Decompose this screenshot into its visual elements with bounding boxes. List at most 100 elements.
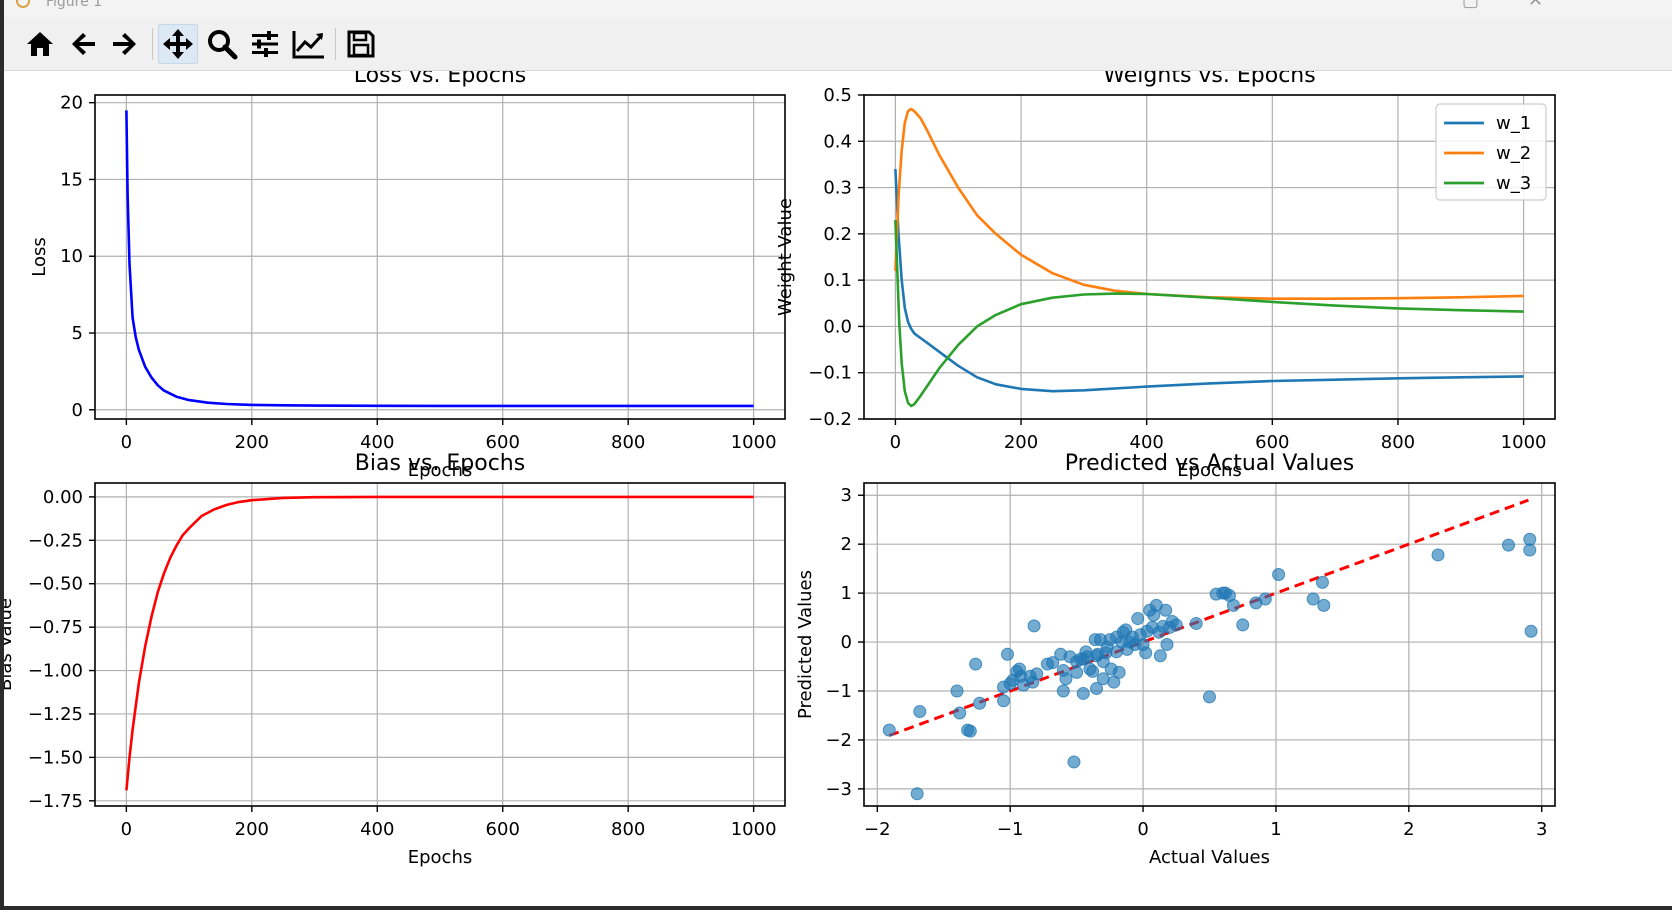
scatter-point [953,706,967,720]
x-tick-label: 1 [1270,819,1281,840]
arrow-left-icon [72,33,95,55]
x-axis-label: Epochs [408,460,473,481]
pan-button[interactable] [158,24,198,64]
toolbar-separator [152,28,153,60]
y-tick-label: −2 [825,730,852,751]
save-button[interactable] [341,24,381,64]
forward-button[interactable] [105,24,145,64]
subplot-1: 0 200 400 600 800 1000 0 5 10 15 20 Loss vs. Epochs… [29,63,786,481]
scatter-point [997,694,1011,708]
series-line-w_2 [894,107,1524,300]
scatter-point [1160,638,1174,651]
x-tick-label: 1000 [1501,432,1547,453]
window-left-edge [0,0,4,910]
magnifier-icon [208,30,238,60]
x-axis-label: Epochs [408,847,473,868]
y-tick-label: −1.50 [28,747,83,768]
subplot-4: −2 −1 0 1 2 3 −3 −2 −1 0 1 2 3 Predicted vs Actual Va… [795,451,1556,868]
subplot-title: Weights vs. Epochs [1103,71,1315,88]
scatter-point [963,724,977,738]
y-tick-label: 1 [841,583,852,604]
scatter-point [1067,755,1081,769]
scatter-point [1076,686,1090,700]
y-axis-label: Predicted Values [795,570,816,719]
subplots-button[interactable] [245,24,285,64]
x-tick-label: −1 [997,819,1024,840]
scatter-point [1131,612,1145,626]
series-line-w_3 [894,219,1524,408]
y-tick-label: 0 [72,400,83,421]
scatter-point [1059,672,1073,686]
y-tick-label: 0.00 [43,487,83,508]
scatter-point [1306,592,1320,606]
scatter-point [1139,646,1153,660]
scatter-point [1112,665,1126,679]
y-tick-label: 0.1 [823,270,852,291]
subplot-title: Loss vs. Epochs [354,71,527,88]
sliders-icon [252,31,278,57]
scatter-point [1090,682,1104,696]
scatter-point [1030,667,1044,681]
floppy-icon [347,30,375,58]
x-tick-label: 0 [890,432,901,453]
y-tick-label: −3 [825,779,852,800]
x-tick-label: 200 [235,819,269,840]
legend: w_1 w_2 w_3 [1435,103,1547,201]
y-tick-label: −1 [825,681,852,702]
scatter-point [1189,616,1203,630]
scatter-point [1153,649,1167,663]
home-button[interactable] [20,24,60,64]
scatter-point [1315,575,1329,589]
axes-button[interactable] [289,24,329,64]
scatter-point [1317,598,1331,612]
y-axis-label: Loss [29,237,50,276]
app-icon [16,0,30,8]
scatter-point [1203,690,1216,704]
back-button[interactable] [63,24,103,64]
y-tick-label: −0.50 [28,574,83,595]
maximize-button[interactable]: ▢ [1462,0,1480,11]
y-tick-label: −0.75 [28,617,83,638]
x-tick-label: 800 [611,819,645,840]
window-title: Figure 1 [46,0,103,10]
scatter-point [1159,603,1173,617]
subplot-3: 0 200 400 600 800 1000 0.00 −0.25 −0.50 −0.75 −1.0… [0,451,786,868]
scatter-point [1027,619,1041,633]
scatter-point [1258,592,1272,606]
axes-frame [863,482,1556,807]
y-tick-label: −0.25 [28,530,83,551]
y-tick-label: 2 [841,534,852,555]
axes-frame [863,94,1556,420]
toolbar [0,18,1672,71]
y-tick-label: −1.25 [28,704,83,725]
x-tick-label: 200 [235,432,269,453]
legend-frame [1435,103,1547,201]
x-tick-label: 600 [1255,432,1289,453]
zoom-button[interactable] [202,24,242,64]
move-icon [163,29,193,59]
scatter-point [1169,618,1183,632]
close-button[interactable]: ✕ [1528,0,1544,11]
subplot-2: 0 200 400 600 800 1000 −0.2 −0.1 0.0 0.1 0.2 0.3 0.4… [775,63,1556,481]
x-tick-label: 0 [121,432,132,453]
series-line-w_1 [894,169,1524,393]
y-tick-label: 5 [72,323,83,344]
x-tick-label: 0 [121,819,132,840]
plot-area [125,495,754,791]
series-line-1 [125,495,754,791]
scatter-point [1272,568,1286,582]
x-tick-label: 2 [1403,819,1414,840]
x-tick-label: 800 [1381,432,1415,453]
figure-canvas: 0 200 400 600 800 1000 0 5 10 15 20 Loss vs. Epochs… [0,63,1672,910]
y-tick-label: 10 [60,246,83,267]
legend-label-w_2: w_2 [1496,143,1531,164]
y-tick-label: 0.3 [823,178,852,199]
x-tick-label: 1000 [731,432,777,453]
scatter-point [1524,624,1538,638]
x-axis-label: Actual Values [1149,847,1270,868]
window-bottom-edge [0,906,1672,910]
axes-frame [94,482,786,807]
scatter-point [1001,647,1015,661]
scatter-point [1523,532,1537,546]
arrow-right-icon [113,33,136,55]
